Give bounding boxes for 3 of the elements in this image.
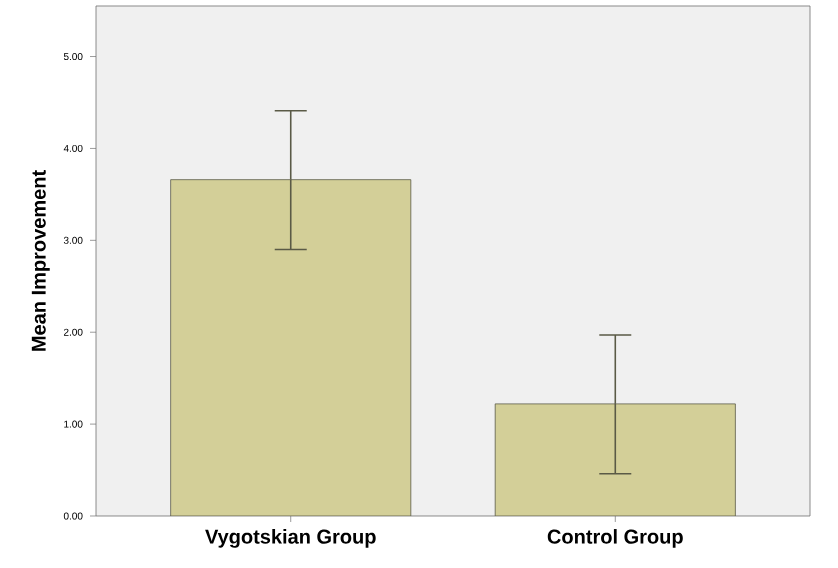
x-tick-label: Control Group xyxy=(547,529,683,548)
y-axis-title: Mean Improvement xyxy=(31,170,50,351)
x-tick-label: Vygotskian Group xyxy=(205,529,376,548)
